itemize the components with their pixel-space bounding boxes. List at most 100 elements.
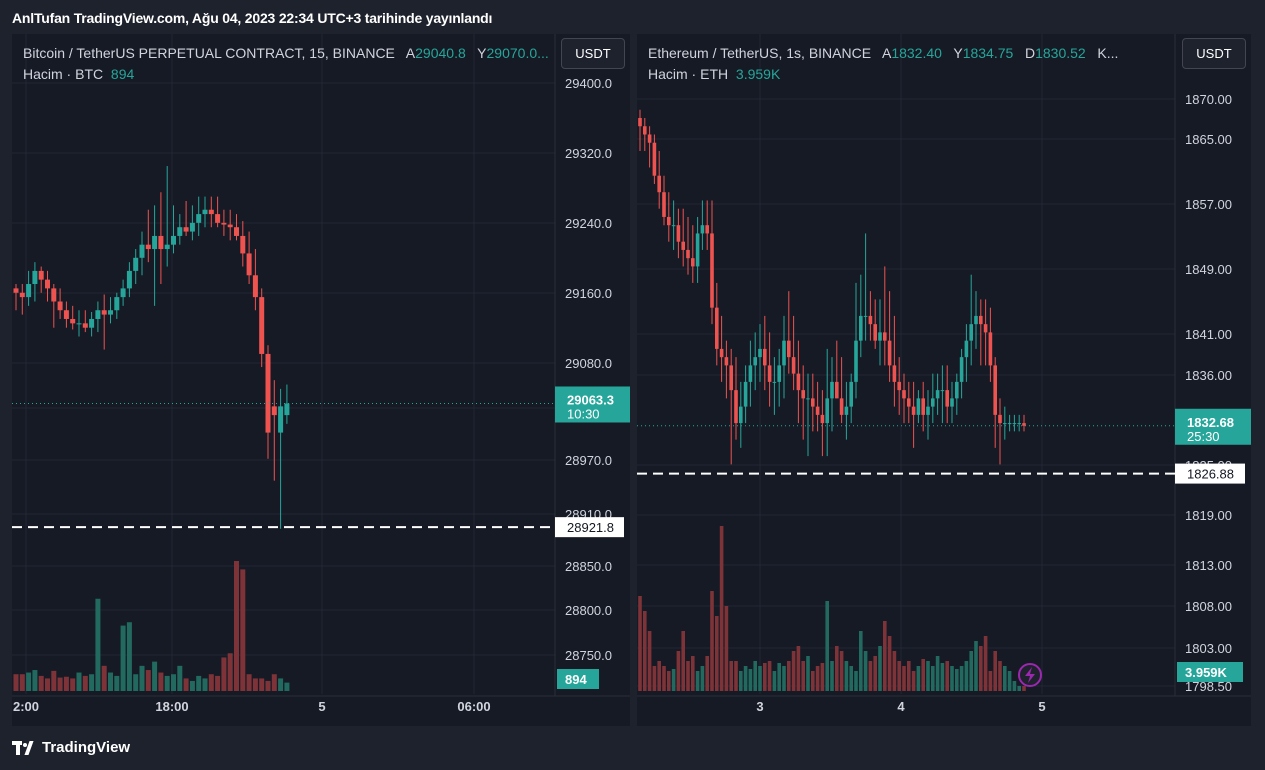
candle-body xyxy=(662,192,666,217)
candle-body xyxy=(753,357,757,366)
candle-body xyxy=(57,301,63,311)
tradingview-logo-text: TradingView xyxy=(42,739,131,756)
candle-body xyxy=(806,398,810,400)
candle-body xyxy=(839,398,844,415)
candle-body xyxy=(777,365,781,382)
price-tick-label: 1808.00 xyxy=(1185,599,1232,614)
volume-bar xyxy=(993,651,997,691)
eth-high-value: 1834.75 xyxy=(962,45,1014,61)
volume-bar xyxy=(662,666,666,691)
candle-body xyxy=(782,340,786,366)
volume-bar xyxy=(657,661,661,691)
eth-chart-panel[interactable]: 1870.00 1865.00 1857.00 1849.00 1841.00 1836.… xyxy=(637,34,1251,726)
volume-bar xyxy=(983,636,988,691)
volume-bar xyxy=(998,661,1002,691)
btc-volume-legend: Hacim · BTC 894 xyxy=(23,66,134,82)
price-tick-label: 1865.00 xyxy=(1185,132,1232,147)
candle-body xyxy=(652,142,657,176)
eth-symbol-title[interactable]: Ethereum / TetherUS, 1s, BINANCE xyxy=(648,45,872,61)
volume-bar xyxy=(108,672,113,691)
btc-chart-svg[interactable]: 29400.029320.029240.029160.029080.029030… xyxy=(12,34,630,726)
candle-body xyxy=(729,365,733,391)
volume-bar xyxy=(164,675,170,691)
candle-body xyxy=(959,357,964,382)
price-tick-label: 28800.0 xyxy=(565,603,612,618)
btc-symbol-title[interactable]: Bitcoin / TetherUS PERPETUAL CONTRACT, 1… xyxy=(23,45,395,61)
volume-bar xyxy=(26,672,32,691)
candle-body xyxy=(89,318,95,328)
candle-body xyxy=(955,381,959,399)
candle-body xyxy=(133,257,139,271)
time-tick-label: 5 xyxy=(1038,699,1045,714)
candle-body xyxy=(101,310,107,315)
volume-bar xyxy=(700,666,705,691)
volume-bar xyxy=(76,672,82,691)
candle-body xyxy=(825,398,829,424)
volume-bar xyxy=(686,661,690,691)
candle-body xyxy=(940,390,945,392)
btc-currency-button[interactable]: USDT xyxy=(561,38,625,69)
candle-body xyxy=(787,340,791,358)
volume-bar xyxy=(907,661,911,691)
candle-body xyxy=(988,332,993,366)
volume-bar xyxy=(120,625,126,691)
candle-body xyxy=(820,414,825,424)
horizontal-line-badge xyxy=(1175,463,1245,484)
candle-body xyxy=(926,406,930,415)
volume-bar xyxy=(145,670,151,691)
candle-body xyxy=(883,332,887,341)
eth-currency-button[interactable]: USDT xyxy=(1182,38,1246,69)
candle-body xyxy=(221,222,227,225)
volume-bar xyxy=(95,598,101,691)
volume-bar xyxy=(133,674,139,691)
volume-bar xyxy=(1003,666,1007,691)
price-tick-label: 29240.0 xyxy=(565,216,612,231)
volume-bar xyxy=(767,661,772,691)
candle-body xyxy=(189,222,195,232)
candle-body xyxy=(921,398,925,415)
volume-bar xyxy=(139,665,145,691)
eth-chart-svg[interactable]: 1870.00 1865.00 1857.00 1849.00 1841.00 1836.… xyxy=(637,34,1251,726)
btc-volume-value: 894 xyxy=(110,66,135,82)
candle-body xyxy=(1007,423,1012,425)
volume-bar xyxy=(873,656,877,691)
price-tick-label: 1798.50 xyxy=(1185,679,1232,694)
candle-body xyxy=(715,307,719,349)
volume-bar xyxy=(883,621,887,691)
volume-bar xyxy=(246,674,252,691)
candle-body xyxy=(835,381,839,399)
volume-bar xyxy=(830,661,834,691)
candle-body xyxy=(240,235,246,254)
volume-bar xyxy=(705,656,709,691)
volume-bar xyxy=(38,675,44,691)
volume-bar xyxy=(234,561,239,691)
volume-bar xyxy=(724,606,729,691)
lightning-icon[interactable] xyxy=(1018,663,1042,687)
candle-body xyxy=(227,224,233,228)
price-tick-label: 1819.00 xyxy=(1185,508,1232,523)
btc-volume-label[interactable]: Hacim · BTC xyxy=(23,66,104,82)
volume-bar xyxy=(921,659,925,691)
btc-chart-panel[interactable]: 29400.029320.029240.029160.029080.029030… xyxy=(12,34,630,726)
candle-body xyxy=(791,357,796,374)
eth-low-value: 1830.52 xyxy=(1035,45,1086,61)
candle-body xyxy=(815,406,820,415)
candle-body xyxy=(252,275,258,298)
candle-body xyxy=(748,365,753,382)
volume-bar xyxy=(202,678,208,691)
candle-body xyxy=(916,398,921,415)
volume-bar xyxy=(32,670,38,691)
volume-bar xyxy=(63,676,69,691)
candle-body xyxy=(681,241,685,250)
volume-bar xyxy=(739,671,743,691)
eth-volume-legend: Hacim · ETH 3.959K xyxy=(648,66,780,82)
volume-bar xyxy=(676,651,681,691)
candle-body xyxy=(13,288,19,293)
candle-body xyxy=(26,284,32,298)
candle-body xyxy=(734,390,738,424)
tradingview-logo[interactable]: TradingView xyxy=(12,739,130,756)
price-tick-label: 28750.0 xyxy=(565,648,612,663)
candle-body xyxy=(246,253,252,276)
volume-bar xyxy=(158,672,164,691)
eth-volume-label[interactable]: Hacim · ETH xyxy=(648,66,729,82)
